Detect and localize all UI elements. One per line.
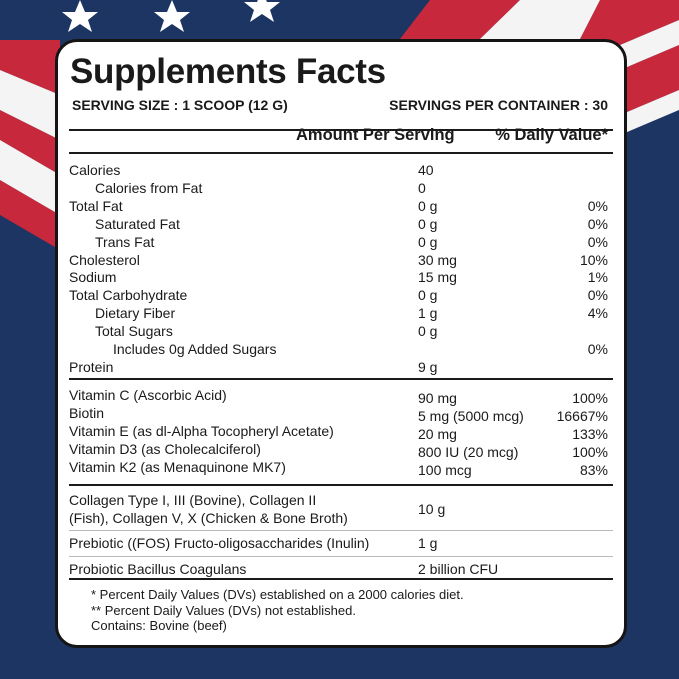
divider	[69, 129, 613, 131]
nutrient-name: Total Fat	[69, 197, 123, 214]
divider	[69, 484, 613, 486]
nutrient-amount: 0	[418, 179, 426, 196]
divider	[69, 578, 613, 580]
divider	[69, 378, 613, 380]
nutrient-daily-value: 0%	[587, 215, 608, 232]
nutrient-amount: 30 mg	[418, 251, 457, 268]
nutrient-amount: 0 g	[418, 287, 438, 304]
nutrient-name: Total Sugars	[95, 323, 173, 340]
serving-size: SERVING SIZE : 1 SCOOP (12 G)	[72, 97, 288, 113]
star-icon	[62, 0, 280, 32]
nutrient-row: Calories 40	[58, 161, 624, 179]
nutrient-name: Biotin	[69, 405, 105, 421]
nutrient-row: Vitamin C (Ascorbic Acid) 90 mg 100%	[58, 386, 624, 406]
supplement-facts-panel: Supplements Facts SERVING SIZE : 1 SCOOP…	[55, 39, 627, 648]
nutrient-daily-value: 100%	[572, 390, 608, 406]
nutrient-name: Protein	[69, 358, 114, 375]
nutrient-name: Probiotic Bacillus Coagulans	[69, 561, 247, 577]
nutrient-row: Trans Fat 0 g 0%	[58, 233, 624, 251]
nutrient-name: Sodium	[69, 269, 117, 286]
nutrient-daily-value: 10%	[579, 251, 608, 268]
nutrient-name: Vitamin K2 (as Menaquinone MK7)	[69, 459, 286, 475]
nutrient-row: Protein 9 g	[58, 358, 624, 376]
nutrient-name: Vitamin E (as dl-Alpha Tocopheryl Acetat…	[69, 423, 334, 439]
nutrient-row: Biotin 5 mg (5000 mcg) 16667%	[58, 404, 624, 424]
nutrient-name: Calories	[69, 162, 121, 178]
nutrient-name: Saturated Fat	[95, 215, 180, 232]
nutrient-name-continued: (Fish), Collagen V, X (Chicken & Bone Br…	[69, 510, 348, 526]
daily-value-header: % Daily Value*	[495, 126, 608, 144]
nutrient-amount: 800 IU (20 mcg)	[418, 444, 519, 460]
nutrient-row: Prebiotic ((FOS) Fructo-oligosaccharides…	[58, 534, 624, 552]
footnote: Contains: Bovine (beef)	[91, 618, 227, 633]
divider	[69, 152, 613, 154]
nutrient-row: Total Fat 0 g 0%	[58, 197, 624, 215]
nutrient-amount: 100 mcg	[418, 462, 472, 478]
nutrient-daily-value: 1%	[587, 269, 608, 286]
nutrient-row: Collagen Type I, III (Bovine), Collagen …	[58, 491, 624, 526]
nutrient-row: Total Sugars 0 g	[58, 322, 624, 340]
nutrient-amount: 90 mg	[418, 390, 457, 406]
nutrient-name: Includes 0g Added Sugars	[113, 341, 277, 357]
nutrient-row: Calories from Fat 0	[58, 179, 624, 197]
nutrient-row: Dietary Fiber 1 g 4%	[58, 304, 624, 322]
nutrient-row: Vitamin K2 (as Menaquinone MK7) 100 mcg 83…	[58, 458, 624, 478]
nutrient-daily-value: 0%	[587, 233, 608, 250]
nutrient-amount: 2 billion CFU	[418, 561, 499, 577]
footnote: * Percent Daily Values (DVs) established…	[91, 587, 464, 602]
nutrient-name: Vitamin C (Ascorbic Acid)	[69, 387, 227, 403]
nutrient-daily-value: 0%	[587, 341, 608, 357]
nutrient-amount: 40	[418, 162, 434, 178]
nutrient-row: Includes 0g Added Sugars 0%	[58, 340, 624, 358]
nutrient-amount: 1 g	[418, 535, 438, 551]
nutrient-daily-value: 133%	[572, 426, 608, 442]
nutrient-row: Saturated Fat 0 g 0%	[58, 215, 624, 233]
divider	[69, 530, 613, 531]
nutrient-name: Collagen Type I, III (Bovine), Collagen …	[69, 492, 317, 508]
servings-per-container: SERVINGS PER CONTAINER : 30	[389, 97, 608, 113]
nutrient-name: Dietary Fiber	[95, 305, 176, 322]
nutrient-daily-value: 0%	[587, 287, 608, 304]
nutrient-row: Probiotic Bacillus Coagulans 2 billion CF…	[58, 560, 624, 578]
nutrient-daily-value: 16667%	[556, 408, 608, 424]
nutrient-name: Cholesterol	[69, 251, 140, 268]
nutrient-daily-value: 0%	[587, 197, 608, 214]
nutrient-amount: 1 g	[418, 305, 438, 322]
panel-title: Supplements Facts	[70, 52, 386, 91]
nutrient-name: Calories from Fat	[95, 179, 203, 196]
amount-header: Amount Per Serving	[296, 126, 455, 144]
footnote: ** Percent Daily Values (DVs) not establ…	[91, 602, 356, 618]
nutrient-name: Vitamin D3 (as Cholecalciferol)	[69, 441, 261, 457]
nutrient-row: Sodium 15 mg 1%	[58, 268, 624, 286]
nutrient-name: Prebiotic ((FOS) Fructo-oligosaccharides…	[69, 535, 370, 551]
nutrient-amount: 20 mg	[418, 426, 457, 442]
nutrient-name: Total Carbohydrate	[69, 287, 188, 304]
nutrient-row: Total Carbohydrate 0 g 0%	[58, 286, 624, 304]
nutrient-row: Vitamin D3 (as Cholecalciferol) 800 IU (2…	[58, 440, 624, 460]
nutrient-amount: 0 g	[418, 215, 438, 232]
nutrient-name: Trans Fat	[95, 233, 155, 250]
nutrient-amount: 15 mg	[418, 269, 457, 286]
nutrient-amount: 0 g	[418, 197, 438, 214]
nutrient-amount: 10 g	[418, 501, 446, 517]
divider	[69, 556, 613, 557]
nutrient-daily-value: 83%	[579, 462, 608, 478]
nutrient-row: Cholesterol 30 mg 10%	[58, 251, 624, 269]
nutrient-amount: 5 mg (5000 mcg)	[418, 408, 524, 424]
nutrient-amount: 0 g	[418, 233, 438, 250]
nutrient-row: Vitamin E (as dl-Alpha Tocopheryl Acetat…	[58, 422, 624, 442]
nutrient-daily-value: 4%	[587, 305, 608, 322]
nutrient-daily-value: 100%	[572, 444, 608, 460]
nutrient-amount: 0 g	[418, 323, 438, 340]
nutrient-amount: 9 g	[418, 358, 438, 375]
